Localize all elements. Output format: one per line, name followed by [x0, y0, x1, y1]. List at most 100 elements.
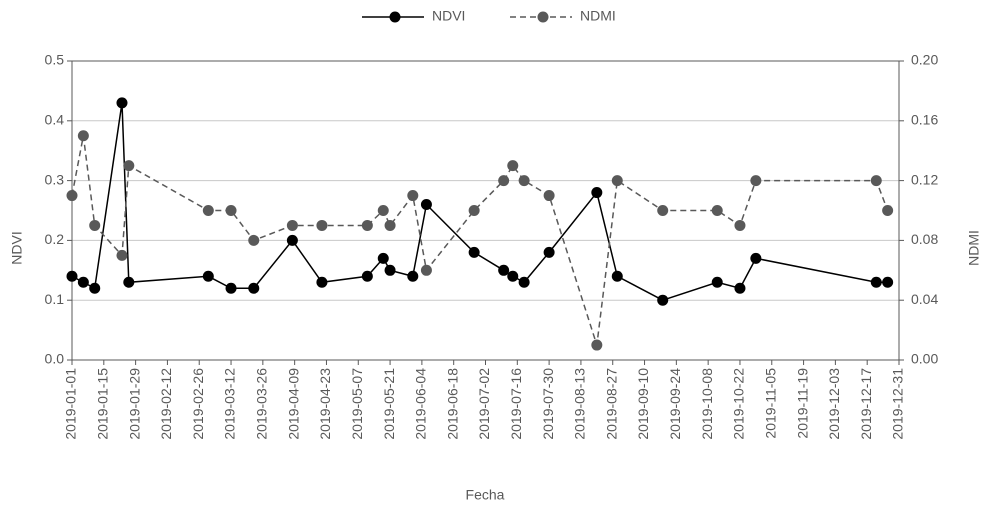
point: [89, 282, 101, 294]
point: [316, 276, 328, 288]
point: [882, 205, 894, 216]
point: [377, 252, 389, 264]
x-tick-label: 2019-01-01: [63, 368, 79, 440]
point: [498, 264, 510, 276]
point: [420, 264, 432, 276]
point: [248, 234, 260, 246]
x-tick-label: 2019-02-12: [158, 368, 174, 440]
y-tick-label: 0.3: [45, 171, 65, 187]
y2-axis-label: NDMI: [966, 230, 982, 266]
series-line: [71, 135, 889, 346]
x-tick-label: 2019-08-27: [603, 368, 619, 440]
y2-tick-label: 0.00: [911, 351, 938, 367]
point: [507, 160, 519, 172]
x-tick-label: 2019-09-10: [635, 368, 651, 440]
point: [361, 219, 373, 231]
x-tick-label: 2019-02-26: [190, 368, 206, 440]
point: [66, 270, 78, 282]
x-tick-label: 2019-01-15: [95, 368, 111, 440]
point: [734, 282, 746, 294]
point: [89, 219, 101, 231]
point: [543, 246, 555, 258]
legend-marker: [389, 11, 401, 23]
point: [734, 219, 746, 231]
point: [611, 175, 623, 187]
y2-tick-label: 0.16: [911, 112, 938, 128]
x-tick-label: 2019-03-12: [222, 368, 238, 440]
x-axis-label: Fecha: [466, 487, 505, 503]
x-tick-label: 2019-06-18: [444, 368, 460, 440]
point: [468, 246, 480, 258]
point: [657, 294, 669, 306]
legend-label: NDMI: [580, 8, 616, 24]
x-tick-label: 2019-04-23: [317, 368, 333, 440]
point: [611, 270, 623, 282]
y-axis-label: NDVI: [9, 231, 25, 264]
point: [407, 270, 419, 282]
point: [123, 160, 135, 172]
point: [116, 249, 128, 261]
point: [468, 205, 480, 216]
point: [116, 97, 128, 109]
x-tick-label: 2019-06-04: [413, 368, 429, 440]
x-tick-label: 2019-12-03: [826, 368, 842, 440]
point: [66, 190, 78, 202]
point: [316, 219, 328, 231]
point: [77, 276, 89, 288]
point: [711, 205, 723, 216]
point: [248, 282, 260, 294]
point: [377, 205, 389, 216]
point: [591, 187, 603, 199]
y-tick-label: 0.0: [45, 351, 65, 367]
x-tick-label: 2019-03-26: [254, 368, 270, 440]
x-tick-label: 2019-05-21: [381, 368, 397, 440]
point: [750, 175, 762, 187]
point: [543, 190, 555, 202]
x-tick-label: 2019-12-31: [890, 368, 906, 440]
legend-marker: [537, 11, 549, 23]
x-tick-label: 2019-05-07: [349, 368, 365, 440]
point: [225, 205, 237, 216]
point: [507, 270, 519, 282]
x-tick-label: 2019-07-16: [508, 368, 524, 440]
x-tick-label: 2019-07-02: [476, 368, 492, 440]
point: [870, 276, 882, 288]
point: [286, 219, 298, 231]
x-tick-label: 2019-08-13: [572, 368, 588, 440]
point: [361, 270, 373, 282]
point: [882, 276, 894, 288]
point: [711, 276, 723, 288]
point: [202, 270, 214, 282]
point: [870, 175, 882, 187]
x-tick-label: 2019-04-09: [285, 368, 301, 440]
x-tick-label: 2019-09-24: [667, 368, 683, 440]
point: [225, 282, 237, 294]
y2-tick-label: 0.12: [911, 171, 938, 187]
y2-tick-label: 0.20: [911, 52, 938, 68]
point: [77, 130, 89, 142]
x-tick-label: 2019-01-29: [126, 368, 142, 440]
point: [657, 205, 669, 216]
point: [591, 339, 603, 351]
x-tick-label: 2019-11-05: [762, 368, 778, 439]
y-tick-label: 0.5: [45, 52, 65, 68]
point: [518, 276, 530, 288]
x-tick-label: 2019-11-19: [794, 368, 810, 439]
series-line: [71, 102, 888, 302]
point: [384, 219, 396, 231]
point: [407, 190, 419, 202]
point: [750, 252, 762, 264]
x-tick-label: 2019-10-08: [699, 368, 715, 440]
point: [420, 199, 432, 211]
y2-tick-label: 0.04: [911, 291, 938, 307]
legend-label: NDVI: [432, 8, 465, 24]
y2-tick-label: 0.08: [911, 231, 938, 247]
point: [123, 276, 135, 288]
x-tick-label: 2019-12-17: [858, 368, 874, 440]
x-tick-label: 2019-07-30: [540, 368, 556, 440]
y-tick-label: 0.1: [45, 291, 65, 307]
point: [518, 175, 530, 187]
point: [384, 264, 396, 276]
point: [202, 205, 214, 216]
